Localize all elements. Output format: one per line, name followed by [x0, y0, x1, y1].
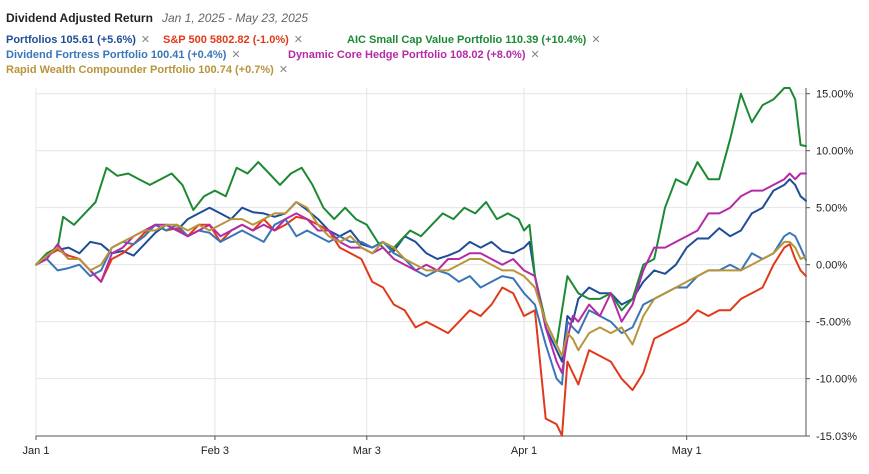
legend-label: AIC Small Cap Value Portfolio 110.39 (+1…: [347, 34, 587, 46]
series-line-6: [35, 201, 807, 357]
y-tick-label: -15.03%: [816, 431, 857, 443]
x-tick-label: Mar 3: [353, 445, 381, 457]
legend-item[interactable]: Portfolios 105.61 (+5.6%) ✕: [6, 33, 150, 46]
remove-series-icon[interactable]: ✕: [294, 33, 303, 46]
chart-header: Dividend Adjusted Return Jan 1, 2025 - M…: [6, 11, 308, 25]
legend-label: Dynamic Core Hedge Portfolio 108.02 (+8.…: [288, 49, 526, 61]
legend-label: S&P 500 5802.82 (-1.0%): [163, 34, 289, 46]
legend-item[interactable]: S&P 500 5802.82 (-1.0%) ✕: [163, 33, 303, 46]
legend-item[interactable]: Dynamic Core Hedge Portfolio 108.02 (+8.…: [288, 48, 540, 61]
legend: Portfolios 105.61 (+5.6%) ✕ S&P 500 5802.8…: [6, 33, 601, 76]
legend-label: Dividend Fortress Portfolio 100.41 (+0.4…: [6, 49, 227, 61]
tick-labels: 15.00% 10.00% 5.00% 0.00% -5.00% -10.00% -15.0…: [23, 89, 858, 457]
y-tick-label: 10.00%: [816, 146, 854, 158]
chart-date-range: Jan 1, 2025 - May 23, 2025: [161, 11, 308, 25]
y-tick-label: -10.00%: [816, 374, 857, 386]
y-tick-label: 5.00%: [816, 203, 847, 215]
remove-series-icon[interactable]: ✕: [279, 63, 288, 76]
series-line-5: [35, 172, 807, 374]
series-lines: [35, 87, 807, 437]
series-line-2: [35, 215, 807, 437]
x-tick-label: May 1: [672, 445, 702, 457]
legend-label: Rapid Wealth Compounder Portfolio 100.74…: [6, 64, 274, 76]
y-tick-label: 15.00%: [816, 89, 854, 101]
legend-label: Portfolios 105.61 (+5.6%): [6, 34, 136, 46]
x-tick-label: Feb 3: [201, 445, 229, 457]
gridlines: [35, 88, 806, 437]
chart-title: Dividend Adjusted Return: [6, 11, 153, 25]
legend-item[interactable]: AIC Small Cap Value Portfolio 110.39 (+1…: [347, 33, 601, 46]
x-tick-label: Jan 1: [23, 445, 50, 457]
legend-item[interactable]: Dividend Fortress Portfolio 100.41 (+0.4…: [6, 48, 241, 61]
y-tick-label: -5.00%: [816, 317, 851, 329]
remove-series-icon[interactable]: ✕: [231, 48, 240, 61]
axes: [36, 88, 807, 437]
series-line-3: [35, 87, 807, 346]
legend-item[interactable]: Rapid Wealth Compounder Portfolio 100.74…: [6, 63, 288, 76]
remove-series-icon[interactable]: ✕: [591, 33, 600, 46]
x-tick-label: Apr 1: [511, 445, 537, 457]
remove-series-icon[interactable]: ✕: [141, 33, 150, 46]
y-tick-label: 0.00%: [816, 260, 847, 272]
series-line-1: [35, 178, 807, 363]
remove-series-icon[interactable]: ✕: [531, 48, 540, 61]
